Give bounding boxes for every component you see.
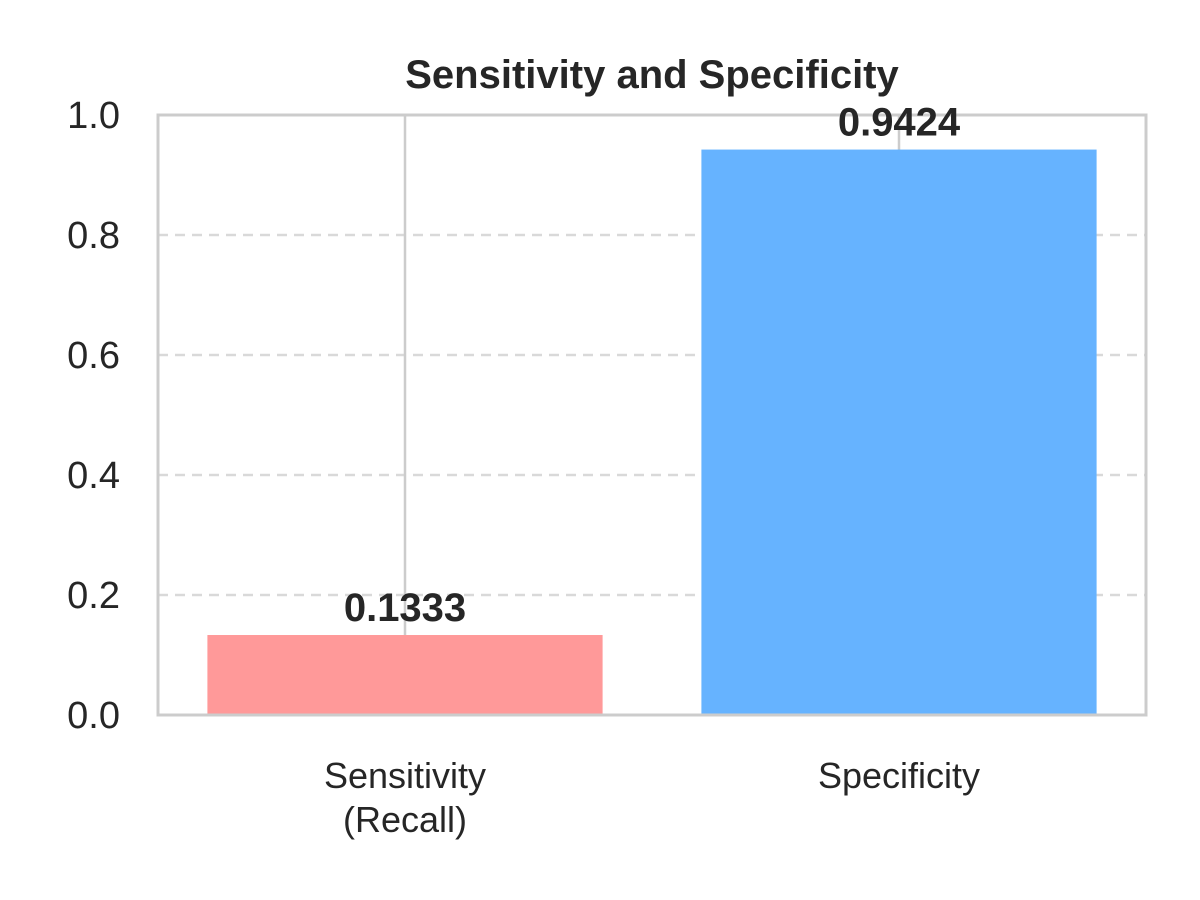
bars xyxy=(207,149,1097,715)
bar-0 xyxy=(207,635,603,715)
y-tick-label-1: 0.2 xyxy=(67,575,120,617)
y-tick-label-4: 0.8 xyxy=(67,215,120,257)
value-label-1: 0.9424 xyxy=(838,101,961,145)
plot-frame xyxy=(156,113,1148,717)
x-tick-label-1: Specificity xyxy=(818,755,980,796)
chart-title: Sensitivity and Specificity xyxy=(405,53,899,97)
y-tick-label-2: 0.4 xyxy=(67,455,120,497)
y-tick-label-0: 0.0 xyxy=(67,695,120,737)
plot-border xyxy=(156,113,1148,717)
y-axis-ticks: 0.0 0.2 0.4 0.6 0.8 1.0 xyxy=(67,95,120,737)
value-labels: 0.1333 0.9424 xyxy=(344,101,961,630)
value-label-0: 0.1333 xyxy=(344,586,466,630)
y-tick-label-3: 0.6 xyxy=(67,335,120,377)
y-tick-label-5: 1.0 xyxy=(67,95,120,137)
x-axis-ticks: Sensitivity (Recall) Specificity xyxy=(324,755,980,840)
bar-1 xyxy=(701,149,1097,715)
x-tick-label-0: Sensitivity (Recall) xyxy=(324,755,486,840)
